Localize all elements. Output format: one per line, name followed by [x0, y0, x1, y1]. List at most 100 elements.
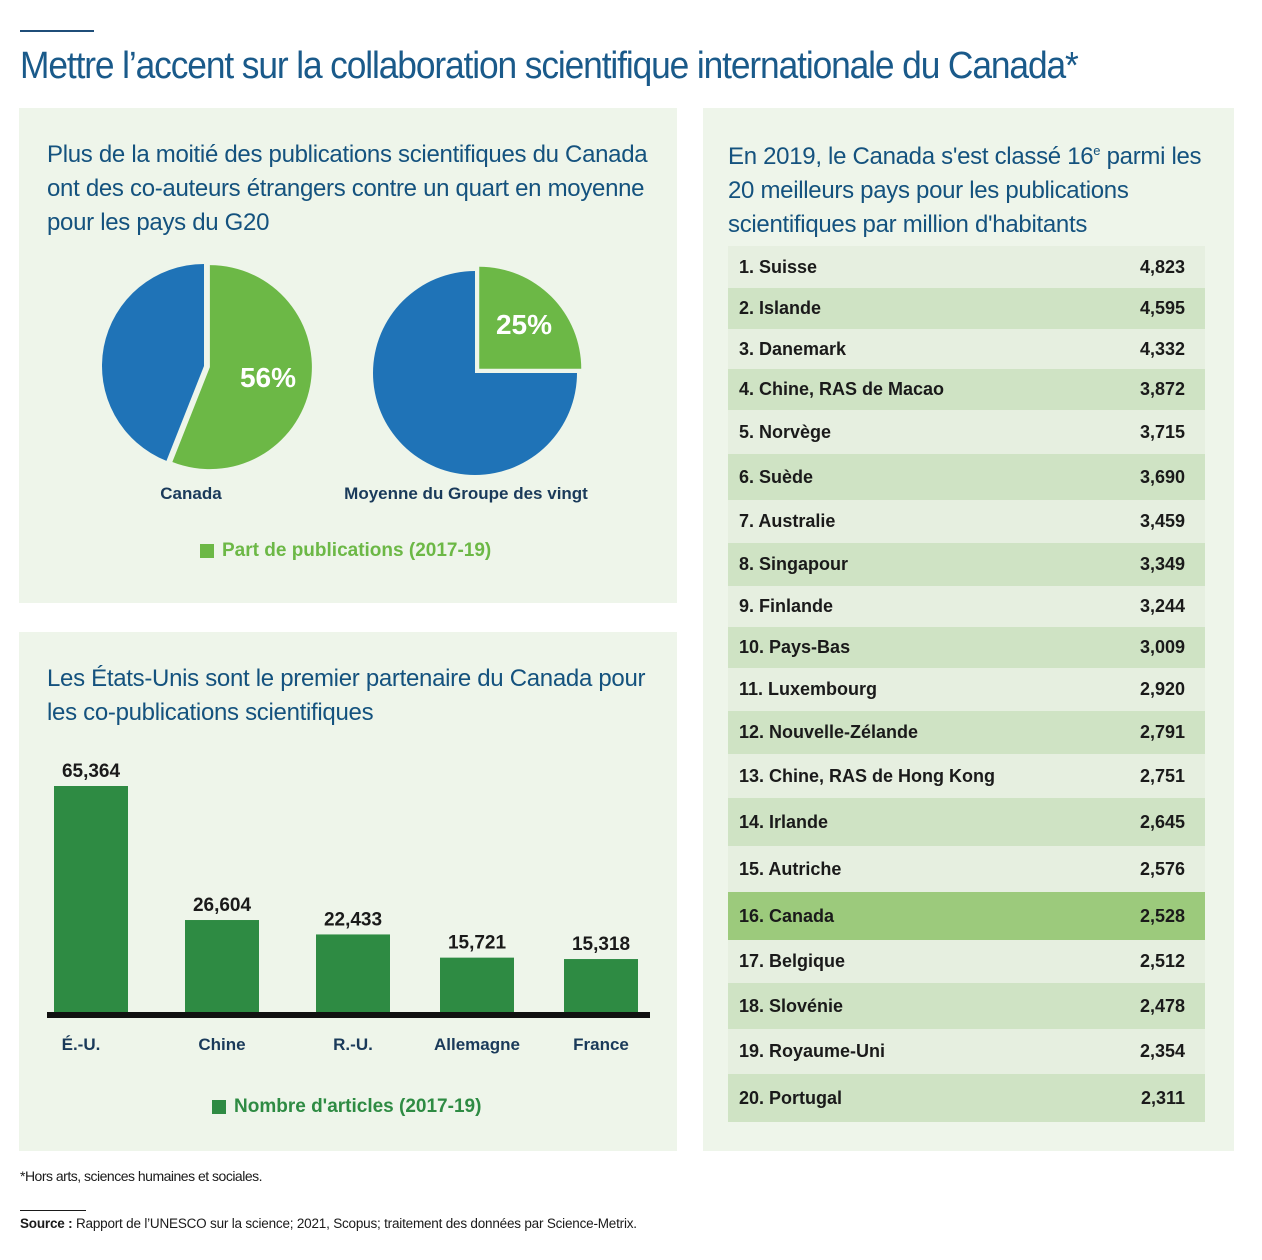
pie-legend: Part de publications (2017-19) — [200, 540, 491, 562]
source-text: Rapport de l’UNESCO sur la science; 2021… — [72, 1216, 637, 1231]
pie-charts: 56% Canada 25% Moyenne du Groupe des vingt — [101, 264, 588, 503]
pie-panel-title: Plus de la moitié des publications scien… — [47, 141, 648, 236]
ranking-country: 9. Finlande — [739, 596, 834, 616]
ranking-country: 2. Islande — [739, 298, 822, 318]
source-line: Source : Rapport de l’UNESCO sur la scie… — [20, 1216, 637, 1231]
bar-value-label-5: 15,318 — [572, 934, 630, 955]
ranking-panel: En 2019, le Canada s'est classé 16e parm… — [703, 108, 1234, 1151]
bar-category-label-1: É.-U. — [62, 1035, 101, 1054]
bar-category-label-4: Allemagne — [434, 1035, 520, 1054]
ranking-row: 13. Chine, RAS de Hong Kong 2,751 — [728, 754, 1205, 798]
top-rule — [20, 30, 94, 32]
ranking-value: 4,595 — [1139, 298, 1185, 318]
ranking-value: 3,459 — [1139, 511, 1185, 531]
pie-panel: Plus de la moitié des publications scien… — [19, 108, 677, 603]
ranking-value: 2,751 — [1139, 765, 1185, 786]
bar-panel-title: Les États-Unis sont le premier partenair… — [47, 665, 646, 726]
ranking-value: 3,009 — [1139, 637, 1185, 657]
ranking-row: 3. Danemark 4,332 — [728, 329, 1205, 369]
pie-slice-other-1 — [101, 264, 204, 461]
ranking-row: 7. Australie 3,459 — [728, 500, 1205, 543]
bar-legend-label: Nombre d'articles (2017-19) — [234, 1096, 482, 1117]
ranking-value: 4,332 — [1139, 338, 1185, 359]
bar-value-label-4: 15,721 — [448, 933, 507, 954]
ranking-row: 18. Slovénie 2,478 — [728, 983, 1205, 1029]
ranking-country: 19. Royaume-Uni — [739, 1041, 886, 1061]
ranking-row: 15. Autriche 2,576 — [728, 846, 1205, 892]
ranking-value: 2,311 — [1140, 1087, 1185, 1108]
ranking-country: 5. Norvège — [739, 421, 832, 442]
ranking-country: 6. Suède — [739, 466, 814, 487]
ranking-row: 1. Suisse 4,823 — [728, 246, 1205, 288]
ranking-country: 14. Irlande — [739, 811, 829, 832]
pie-slice-other-2 — [373, 271, 577, 475]
ranking-country: 15. Autriche — [739, 858, 842, 879]
ranking-title-pre: En 2019, le Canada s'est classé 16 — [728, 143, 1094, 170]
bar-3 — [316, 934, 390, 1012]
ranking-row: 17. Belgique 2,512 — [728, 940, 1205, 983]
pie-slice-share-1 — [172, 265, 312, 470]
pie-slice-share-2 — [479, 266, 582, 369]
ranking-value: 3,690 — [1139, 466, 1185, 487]
ranking-row: 5. Norvège 3,715 — [728, 410, 1205, 454]
bar-value-label-1: 65,364 — [62, 761, 121, 782]
pie-percent-label-2: 25% — [496, 309, 552, 340]
ranking-panel-title: En 2019, le Canada s'est classé 16e parm… — [728, 140, 1218, 242]
ranking-row: 6. Suède 3,690 — [728, 454, 1205, 500]
ranking-country: 18. Slovénie — [739, 995, 844, 1016]
ranking-row: 2. Islande 4,595 — [728, 288, 1205, 329]
ranking-value: 2,791 — [1139, 722, 1185, 742]
bar-legend: Nombre d'articles (2017-19) — [212, 1096, 481, 1118]
ranking-value: 3,244 — [1139, 596, 1185, 616]
bar-panel: Les États-Unis sont le premier partenair… — [19, 632, 677, 1151]
bar-chart: 65,364 É.-U. 26,604 Chine 22,433 R.-U. 15,721 A… — [47, 761, 650, 1054]
bar-baseline-axis — [47, 1012, 650, 1018]
ranking-value: 3,349 — [1139, 554, 1185, 574]
ranking-value: 2,645 — [1139, 811, 1185, 832]
pie-legend-label: Part de publications (2017-19) — [222, 540, 492, 561]
ranking-value: 4,823 — [1139, 256, 1185, 277]
bar-1 — [54, 786, 128, 1012]
pie-legend-swatch — [200, 544, 214, 558]
bar-value-label-3: 22,433 — [324, 909, 382, 930]
source-rule — [20, 1210, 86, 1211]
bar-category-label-5: France — [573, 1035, 629, 1054]
ranking-row: 19. Royaume-Uni 2,354 — [728, 1029, 1205, 1074]
ranking-row: 9. Finlande 3,244 — [728, 586, 1205, 627]
page-title: Mettre l’accent sur la collaboration sci… — [20, 45, 1079, 87]
ranking-country: 8. Singapour — [739, 554, 849, 574]
ranking-row: 10. Pays-Bas 3,009 — [728, 627, 1205, 668]
ranking-row: 4. Chine, RAS de Macao 3,872 — [728, 369, 1205, 410]
ranking-country: 17. Belgique — [739, 951, 846, 971]
ranking-row: 20. Portugal 2,311 — [728, 1074, 1205, 1122]
pie-percent-label-1: 56% — [240, 362, 296, 393]
ranking-country: 13. Chine, RAS de Hong Kong — [739, 765, 996, 786]
ranking-country: 10. Pays-Bas — [739, 637, 851, 657]
pie-caption-2: Moyenne du Groupe des vingt — [344, 484, 588, 503]
ranking-country: 11. Luxembourg — [739, 679, 878, 699]
bar-value-label-2: 26,604 — [193, 895, 252, 916]
ranking-value: 2,920 — [1139, 679, 1185, 699]
ranking-value: 2,528 — [1139, 905, 1185, 926]
ranking-country: 1. Suisse — [739, 256, 818, 277]
ranking-value: 2,478 — [1139, 995, 1185, 1016]
bar-4 — [440, 957, 514, 1012]
bar-5 — [564, 959, 638, 1012]
ranking-row-highlighted: 16. Canada 2,528 — [728, 892, 1205, 940]
ranking-row: 8. Singapour 3,349 — [728, 543, 1205, 586]
ranking-row: 12. Nouvelle-Zélande 2,791 — [728, 711, 1205, 754]
ranking-country: 4. Chine, RAS de Macao — [739, 379, 945, 399]
ranking-country: 16. Canada — [739, 905, 835, 926]
ranking-row: 14. Irlande 2,645 — [728, 798, 1205, 846]
ranking-value: 2,354 — [1139, 1041, 1185, 1061]
pie-caption-1: Canada — [160, 484, 222, 503]
ranking-country: 20. Portugal — [739, 1087, 843, 1108]
bar-category-label-3: R.-U. — [333, 1035, 373, 1054]
ranking-row: 11. Luxembourg 2,920 — [728, 668, 1205, 711]
bar-category-label-2: Chine — [198, 1035, 245, 1054]
ranking-value: 3,715 — [1139, 421, 1185, 442]
ranking-title-sup: e — [1093, 143, 1101, 158]
ranking-country: 3. Danemark — [739, 338, 847, 359]
ranking-value: 3,872 — [1139, 379, 1185, 399]
ranking-value: 2,576 — [1139, 858, 1185, 879]
